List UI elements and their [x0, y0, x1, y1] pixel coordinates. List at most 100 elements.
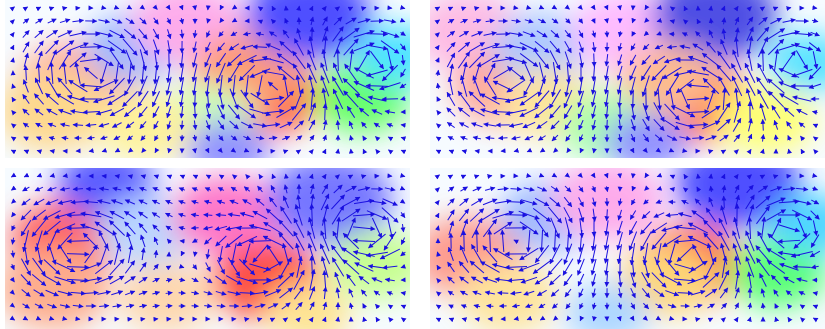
flow-arrow	[48, 135, 56, 141]
flow-arrow	[245, 174, 251, 180]
flow-arrow	[54, 223, 76, 233]
flow-arrow	[278, 232, 294, 250]
flow-arrow	[241, 121, 254, 129]
flow-panel	[430, 168, 825, 329]
flow-arrow	[534, 40, 550, 54]
flow-arrow	[702, 120, 721, 130]
flow-arrow	[493, 66, 513, 80]
flow-arrow	[342, 78, 360, 94]
flow-arrow	[480, 42, 500, 51]
flow-arrow	[178, 91, 184, 108]
flow-arrow	[578, 134, 584, 142]
flow-arrow	[400, 54, 406, 66]
flow-arrow	[591, 42, 597, 53]
flow-arrow	[474, 316, 480, 322]
flow-arrow	[461, 149, 468, 155]
flow-arrow	[346, 217, 356, 239]
flow-arrow	[267, 81, 279, 91]
flow-arrow	[139, 61, 145, 85]
flow-arrow	[126, 4, 133, 10]
flow-arrow	[262, 235, 284, 247]
flow-arrow	[791, 43, 814, 51]
flow-arrow	[492, 44, 515, 50]
flow-arrow	[80, 223, 102, 233]
flow-arrow	[400, 122, 406, 128]
flow-arrow	[332, 26, 344, 42]
flow-arrow	[99, 62, 108, 85]
flow-arrow	[23, 149, 30, 155]
flow-arrow	[217, 104, 225, 120]
flow-arrow	[36, 243, 43, 266]
flow-arrow	[688, 122, 709, 128]
flow-arrow	[229, 88, 239, 110]
flow-arrow	[153, 120, 159, 130]
flow-arrow	[21, 198, 31, 206]
flow-arrow	[322, 103, 328, 121]
flow-arrow	[746, 26, 754, 42]
flow-arrow	[630, 133, 636, 143]
flow-arrow	[113, 135, 121, 141]
flow-arrow	[616, 147, 622, 154]
flow-arrow	[58, 50, 72, 70]
flow-arrow	[525, 4, 532, 10]
flow-arrow	[664, 103, 680, 121]
flow-arrow	[470, 122, 483, 128]
flow-arrow	[165, 265, 172, 271]
flow-arrow	[138, 199, 148, 205]
flow-arrow	[656, 5, 662, 10]
flow-arrow	[333, 16, 343, 26]
flow-arrow	[591, 65, 597, 82]
flow-arrow	[616, 77, 623, 95]
flow-arrow	[248, 238, 272, 244]
flow-arrow	[677, 290, 693, 296]
flow-arrow	[261, 55, 284, 64]
flow-arrow	[483, 76, 497, 96]
flow-arrow	[446, 42, 456, 52]
flow-arrow	[472, 135, 482, 141]
flow-arrow	[225, 234, 243, 248]
flow-arrow	[447, 6, 454, 12]
flow-arrow	[22, 18, 30, 24]
flow-arrow	[205, 249, 211, 260]
flow-arrow	[88, 148, 94, 153]
flow-arrow	[205, 120, 211, 131]
flow-arrow	[331, 76, 345, 96]
flow-arrow	[34, 29, 44, 39]
flow-arrow	[45, 199, 59, 206]
flow-arrow	[360, 6, 367, 12]
flow-arrow	[334, 174, 340, 180]
flow-arrow	[400, 224, 406, 233]
flow-arrow	[675, 78, 694, 94]
flow-arrow	[227, 63, 241, 83]
flow-arrow	[791, 32, 813, 37]
flow-arrow	[282, 74, 289, 97]
flow-arrow	[122, 38, 138, 56]
flow-arrow	[109, 210, 125, 220]
flow-arrow	[214, 225, 228, 231]
flow-arrow	[800, 135, 806, 142]
flow-arrow	[701, 66, 721, 80]
flow-arrow	[35, 6, 42, 12]
flow-arrow	[179, 120, 185, 130]
flow-arrow	[10, 237, 16, 245]
flow-arrow	[768, 90, 784, 108]
flow-arrow	[230, 31, 238, 37]
flow-arrow	[138, 211, 148, 219]
flow-arrow	[226, 53, 242, 67]
flow-arrow	[617, 42, 623, 52]
flow-arrow	[399, 83, 407, 89]
flow-arrow	[75, 316, 81, 322]
flow-arrow	[230, 243, 237, 266]
flow-arrow	[381, 207, 399, 223]
flow-arrow	[720, 38, 728, 55]
vector-arrows	[9, 172, 407, 323]
flow-arrow	[334, 104, 341, 120]
flow-arrow	[436, 123, 442, 129]
flow-arrow	[577, 4, 583, 10]
flow-arrow	[474, 148, 480, 154]
flow-arrow	[786, 173, 792, 179]
flow-arrow	[480, 53, 500, 67]
flow-arrow	[240, 89, 254, 109]
flow-arrow	[154, 147, 160, 154]
flow-arrow	[513, 5, 519, 11]
